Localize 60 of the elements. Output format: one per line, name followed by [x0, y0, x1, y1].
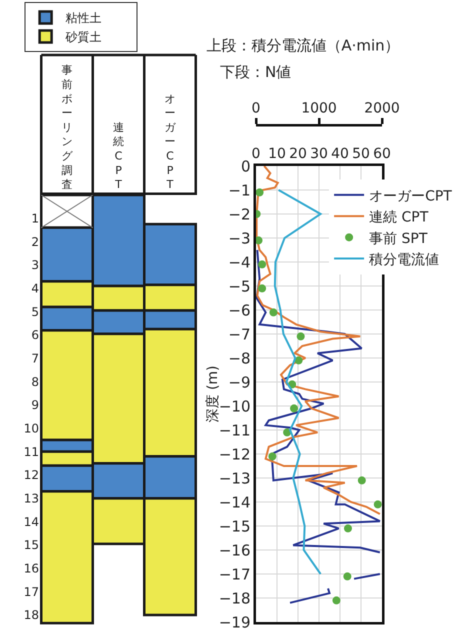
y-tick-label: 8	[31, 374, 39, 389]
x-tick-label: オーガーCPT	[164, 92, 176, 192]
y-tick-label: −17	[218, 565, 250, 584]
y-tick-label: −9	[228, 373, 250, 392]
y-tick-label: 14	[24, 514, 39, 529]
legend-label: 連続 CPT	[369, 210, 429, 226]
chart-subtitle: 下段：N値	[220, 63, 292, 81]
y-tick-label: 4	[31, 282, 39, 296]
x2-tick-label: 1000	[301, 100, 337, 116]
y-tick-label: 11	[24, 444, 39, 459]
y-tick-label: −14	[218, 493, 250, 512]
y-tick-label: 2	[31, 234, 39, 249]
y-axis-title: 深度 (m)	[205, 365, 221, 423]
y-tick-label: 7	[31, 352, 39, 366]
legend-label: 積分電流値	[369, 252, 440, 268]
x-tick-label: 30	[310, 146, 328, 162]
y-tick-label: −5	[228, 277, 250, 296]
x-tick-label: 20	[289, 146, 307, 162]
y-tick-label: 13	[24, 492, 39, 506]
x-tick-label: 10	[268, 146, 286, 162]
x-tick-label: 60	[373, 146, 391, 162]
y-tick-label: 1	[31, 212, 39, 226]
y-tick-label: −1	[228, 181, 250, 200]
x-tick-label: 40	[331, 146, 349, 162]
chart-title: 上段：積分電流値（A·min）	[206, 36, 400, 54]
y-tick-label: 15	[24, 538, 39, 552]
category-label: 事前ボーリング調査	[62, 64, 72, 192]
y-tick-label: −19	[218, 613, 250, 632]
legend-label: 事前 SPT	[369, 230, 428, 247]
y-tick-label: −2	[228, 205, 250, 224]
y-tick-label: 6	[31, 328, 39, 342]
x2-tick-label: 0	[252, 100, 260, 116]
y-tick-label: −13	[218, 469, 250, 488]
y-tick-label: 16	[24, 562, 39, 576]
x2-tick-label: 2000	[364, 100, 400, 116]
y-tick-label: −3	[228, 229, 250, 248]
y-tick-label: 5	[31, 304, 39, 319]
y-tick-label: −12	[218, 445, 250, 464]
legend-label: オーガーCPT	[369, 188, 452, 204]
y-tick-label: −11	[218, 421, 250, 440]
y-tick-label: −6	[228, 301, 250, 320]
y-tick-label: −15	[218, 517, 250, 536]
y-tick-label: −7	[228, 325, 250, 344]
y-tick-label: 3	[31, 258, 39, 272]
y-tick-label: 12	[24, 468, 39, 482]
y-tick-label: 18	[24, 608, 39, 622]
y-tick-label: 17	[24, 584, 39, 599]
legend-label: 粘性土	[66, 11, 102, 26]
y-tick-label: 9	[31, 398, 39, 412]
y-tick-label: −16	[218, 541, 250, 560]
y-tick-label: −4	[228, 253, 250, 272]
x-tick-label: 0	[252, 146, 260, 162]
y-tick-label: −8	[228, 349, 250, 368]
y-tick-label: 10	[24, 422, 39, 436]
y-tick-label: −18	[218, 589, 250, 608]
x-tick-label: 50	[352, 146, 370, 162]
y-tick-label: −10	[218, 397, 250, 416]
legend-label: 砂質土	[64, 30, 102, 44]
x-tick-label: 連続CPT	[112, 120, 124, 192]
y-tick-label: 0	[240, 157, 250, 176]
